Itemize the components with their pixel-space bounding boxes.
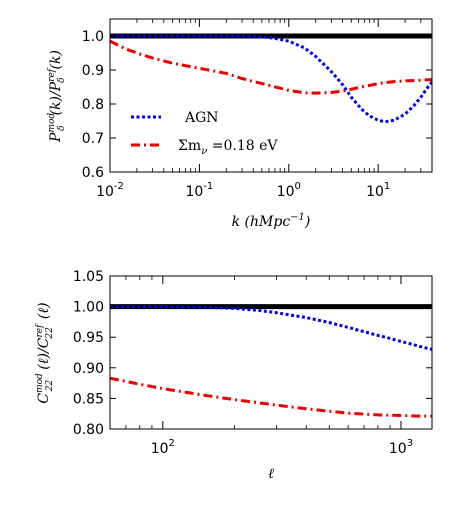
bottom-xtick-label: 102 [151, 438, 175, 457]
top-ticks: 0.6 0.7 0.8 0.9 1.0 10-2 10-1 100 101 [82, 19, 432, 200]
bottom-axes-frame [109, 275, 433, 430]
top-x-axis-label: k (hMpc−1) [232, 212, 311, 230]
top-xlabel-close: ) [304, 214, 310, 230]
bottom-series-agn [110, 305, 432, 351]
top-ytick-label: 0.6 [82, 165, 104, 181]
top-xlabel-open: ( [240, 214, 250, 230]
top-xlabel-h: h [250, 214, 259, 230]
top-series-group [110, 33, 432, 124]
top-ylabel-p2: P [48, 81, 64, 92]
bottom-ylabel-c2: C [36, 337, 52, 348]
bottom-xtick-label: 103 [389, 438, 413, 457]
bottom-ylabel-c: C [36, 393, 52, 404]
bottom-x-axis-label: ℓ [268, 466, 274, 482]
top-ylabel-delta: δ [57, 125, 67, 130]
bottom-ylabel-22b: 22 [45, 327, 55, 340]
top-xlabel-mpc: Mpc [258, 214, 290, 230]
bottom-ytick-label: 0.90 [73, 361, 104, 377]
top-y-axis-label: Pmodδ(k)/Prefδ(k) [47, 50, 67, 143]
bottom-ylabel-l2: (ℓ) [36, 302, 52, 319]
legend-nu-sigma-m: Σm [178, 138, 201, 154]
legend-agn-label: AGN [184, 110, 219, 126]
top-xlabel-exp: −1 [290, 212, 305, 223]
top-xtick-label: 100 [277, 181, 301, 200]
bottom-ylabel-22: 22 [45, 379, 55, 392]
bottom-ytick-label: 0.80 [73, 422, 104, 438]
bottom-ticks: 0.80 0.85 0.90 0.95 1.00 1.05 102 103 [73, 269, 432, 457]
top-axes-frame [109, 18, 433, 173]
bottom-ytick-label: 1.05 [73, 269, 104, 285]
top-ytick-label: 1.0 [82, 29, 104, 45]
top-ylabel-ref: ref [47, 67, 57, 82]
bottom-ytick-label: 1.00 [73, 300, 104, 316]
top-ylabel-delta2: δ [57, 77, 67, 82]
legend-nu-value: =0.18 eV [207, 138, 278, 154]
top-xlabel-k: k [232, 214, 240, 230]
top-xtick-label: 101 [366, 181, 390, 200]
top-ytick-label: 0.8 [82, 97, 104, 113]
bottom-ytick-label: 0.85 [73, 391, 104, 407]
top-ylabel-k2: (k) [48, 50, 64, 69]
top-ylabel-mod: mod [47, 113, 57, 133]
bottom-y-axis-label: Cmod22(ℓ)/Cref22(ℓ) [35, 302, 55, 403]
top-ytick-label: 0.9 [82, 63, 104, 79]
top-xtick-label: 10-1 [185, 181, 213, 200]
legend-nu-subscript: ν [201, 146, 207, 157]
top-series-agn [110, 34, 432, 124]
bottom-series-neutrino [110, 376, 432, 418]
bottom-series-group [110, 304, 432, 418]
legend-nu-label: Σmν =0.18 eV [178, 138, 278, 157]
bottom-ylabel-l: (ℓ)/ [36, 347, 52, 370]
top-panel: 0.6 0.7 0.8 0.9 1.0 10-2 10-1 100 101 AGN Σmν =0… [47, 18, 433, 230]
top-ylabel-p: P [48, 132, 64, 143]
top-legend: AGN Σmν =0.18 eV [131, 110, 278, 157]
bottom-ylabel-mod: mod [35, 373, 45, 393]
top-xtick-label: 10-2 [96, 181, 124, 200]
top-ytick-label: 0.7 [82, 131, 104, 147]
top-ylabel-k: (k)/ [48, 90, 64, 115]
bottom-ytick-label: 0.95 [73, 330, 104, 346]
bottom-ylabel-ref: ref [35, 323, 45, 338]
top-series-neutrino [110, 39, 432, 95]
